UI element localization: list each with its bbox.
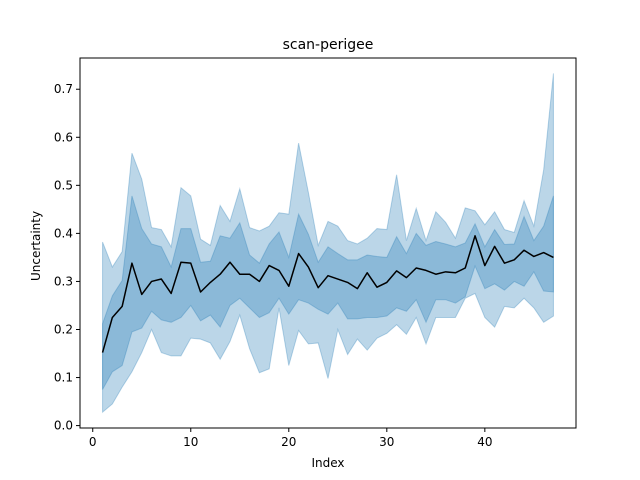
outer-uncertainty-band [102,73,554,414]
x-tick-label: 40 [477,435,492,449]
x-tick-label: 30 [379,435,394,449]
y-tick-label: 0.3 [54,274,73,288]
y-tick-label: 0.0 [54,419,73,433]
inner-uncertainty-band [102,195,554,390]
x-axis: 0 10 20 30 40 [89,428,492,449]
y-axis: 0.0 0.1 0.2 0.3 0.4 0.5 0.6 0.7 [54,82,80,433]
mean-line [101,235,554,353]
y-tick-label: 0.5 [54,178,73,192]
axes-frame [79,57,577,429]
y-tick-label: 0.6 [54,130,73,144]
plot-area [101,73,554,414]
y-tick-label: 0.4 [54,226,73,240]
y-tick-label: 0.2 [54,322,73,336]
x-axis-label: Index [311,456,344,470]
y-axis-label: Uncertainty [29,211,43,281]
x-tick-label: 10 [183,435,198,449]
y-tick-label: 0.1 [54,371,73,385]
y-tick-label: 0.7 [54,82,73,96]
x-tick-label: 20 [281,435,296,449]
chart-title: scan-perigee [283,37,374,53]
x-tick-label: 0 [89,435,97,449]
